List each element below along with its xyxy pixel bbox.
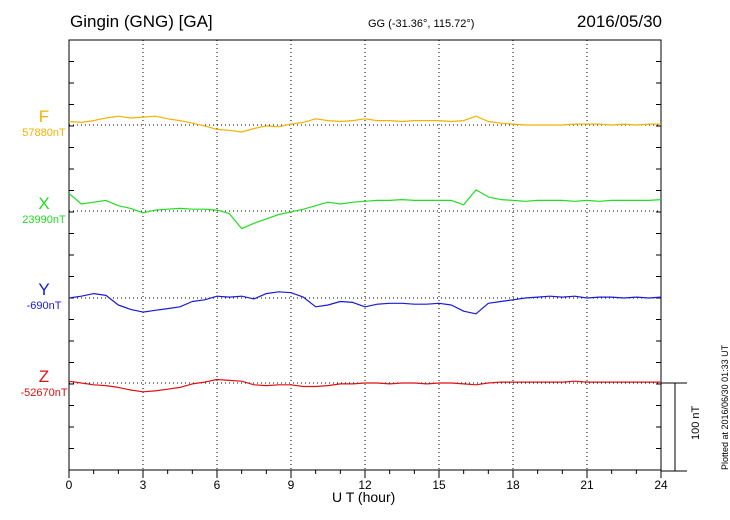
x-tick-label: 12 (358, 478, 372, 492)
scale-bar-label: 100 nT (690, 405, 702, 440)
series-baseline-f: 57880nT (22, 127, 66, 139)
chart-title: Gingin (GNG) [GA] (70, 12, 213, 31)
station-coordinates: GG (-31.36°, 115.72°) (368, 18, 475, 30)
series-label-x: X 23990nT (4, 194, 84, 226)
x-tick-label: 15 (432, 478, 446, 492)
series-name-y: Y (38, 280, 50, 299)
series-name-x: X (38, 194, 50, 213)
series-label-f: F 57880nT (4, 107, 84, 139)
series-label-z: Z -52670nT (4, 367, 84, 399)
series-line-f (68, 115, 661, 133)
x-tick-label: 18 (506, 478, 520, 492)
series-name-z: Z (38, 367, 50, 386)
chart-date: 2016/05/30 (576, 12, 662, 31)
x-tick-label: 3 (140, 478, 147, 492)
series-line-z (68, 378, 661, 393)
x-tick-label: 6 (214, 478, 221, 492)
x-tick-label: 24 (654, 478, 668, 492)
x-tick-label: 9 (288, 478, 295, 492)
series-line-x (68, 189, 662, 230)
series-line-y (68, 291, 662, 315)
series-baseline-x: 23990nT (22, 214, 66, 226)
series-label-y: Y -690nT (4, 280, 84, 312)
series-name-f: F (38, 107, 50, 126)
series-baseline-z: -52670nT (20, 387, 68, 399)
plotted-timestamp: Plotted at 2016/06/30 01:33 UT (720, 344, 730, 470)
x-tick-label: 21 (580, 478, 594, 492)
x-tick-label: 0 (66, 478, 73, 492)
series-baseline-y: -690nT (26, 300, 62, 312)
x-axis-label: U T (hour) (332, 489, 396, 505)
